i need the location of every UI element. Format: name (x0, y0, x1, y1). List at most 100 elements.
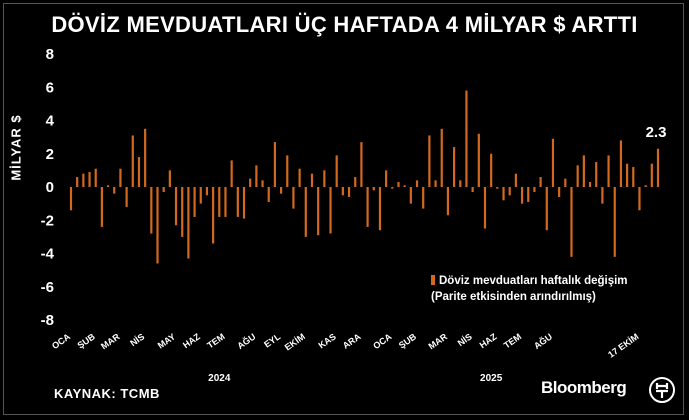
bar (236, 187, 239, 217)
bar (582, 155, 585, 187)
bar (564, 178, 567, 187)
year-label: 2025 (480, 373, 503, 384)
y-tick-label: -2 (41, 212, 54, 229)
bar (150, 187, 153, 234)
bar (298, 168, 301, 187)
bar (212, 187, 215, 244)
legend-label: Döviz mevduatları haftalık değişim (439, 275, 628, 287)
bar (76, 177, 79, 187)
bar (199, 187, 202, 204)
bar (187, 187, 190, 259)
x-tick-label: AĞU (235, 331, 258, 351)
bar (88, 172, 91, 187)
y-tick-label: 6 (46, 79, 54, 96)
bar (218, 187, 221, 217)
x-tick-label: TEM (502, 331, 523, 350)
bar (329, 187, 332, 234)
bar (261, 180, 264, 187)
bar (496, 187, 499, 189)
bar (131, 135, 134, 187)
bar (422, 187, 425, 209)
bar (106, 185, 110, 187)
bar (459, 180, 462, 187)
bar (385, 170, 388, 188)
bar (650, 163, 653, 187)
bar (100, 187, 103, 227)
bar (508, 187, 511, 196)
bar (341, 187, 344, 196)
bar (347, 187, 351, 197)
bar (168, 170, 171, 188)
bar (372, 187, 375, 191)
bar (520, 187, 524, 204)
bar (638, 187, 641, 211)
bar (428, 135, 431, 187)
bloomberg-logo: Bloomberg (541, 378, 627, 397)
y-tick-label: -8 (41, 312, 54, 329)
bar (255, 165, 258, 187)
x-tick-label: NİS (456, 331, 474, 348)
bar (533, 187, 536, 192)
bar (452, 147, 456, 187)
x-tick-label: ŞUB (76, 331, 98, 350)
ht-logo-icon (649, 377, 675, 403)
x-tick-label: KAS (317, 331, 338, 350)
bar (69, 187, 73, 211)
bar (292, 187, 295, 209)
bar (477, 133, 480, 187)
bar (378, 187, 382, 231)
bar (354, 177, 357, 187)
bar (483, 187, 487, 229)
bar (304, 187, 307, 237)
x-tick-label: MAY (156, 331, 177, 350)
last-value-annotation: 2.3 (646, 124, 667, 141)
bar (181, 187, 184, 237)
bar (137, 157, 141, 187)
bar (471, 187, 474, 192)
x-tick-label: ŞUB (397, 331, 419, 350)
chart-title: DÖVİZ MEVDUATLARI ÜÇ HAFTADA 4 MİLYAR $ … (51, 12, 638, 37)
x-tick-label: OCA (371, 331, 394, 351)
bar (391, 187, 394, 189)
bar (323, 170, 326, 188)
bar (113, 187, 116, 194)
bars (69, 90, 660, 264)
x-tick-label: EYL (262, 331, 282, 350)
bar (144, 128, 147, 187)
year-labels: 2024 2025 (208, 373, 503, 384)
bar (409, 187, 412, 204)
bar (595, 162, 598, 187)
bar (613, 187, 616, 257)
bar (317, 187, 320, 236)
y-tick-label: 4 (46, 113, 55, 130)
legend: Döviz mevduatları haftalık değişim (Pari… (431, 273, 628, 305)
bar (619, 140, 623, 187)
bar (558, 187, 561, 197)
bar (162, 187, 165, 192)
bar (224, 187, 227, 217)
x-tick-labels: OCA ŞUB MAR NİS MAY HAZ TEM AĞU EYL EKİM KAS ARA OCA… (50, 331, 641, 360)
bar (545, 187, 548, 231)
bar (539, 177, 542, 187)
bar (514, 173, 517, 187)
bar (125, 187, 128, 207)
bar (230, 160, 233, 187)
y-tick-label: 2 (46, 146, 54, 163)
bar (119, 168, 122, 187)
x-tick-label: ARA (341, 331, 363, 351)
bar (632, 167, 635, 187)
bar (601, 187, 604, 204)
bar (286, 155, 289, 187)
x-tick-label: AĞU (531, 331, 554, 351)
legend-entry: Döviz mevduatları haftalık değişim (431, 273, 628, 289)
bar (335, 155, 338, 187)
bar (502, 187, 505, 201)
bar (249, 178, 252, 187)
year-label: 2024 (208, 373, 231, 384)
bar (551, 138, 555, 187)
bar (440, 128, 443, 187)
bar (273, 142, 277, 187)
bar (644, 185, 647, 187)
y-tick-label: 8 (46, 46, 54, 63)
